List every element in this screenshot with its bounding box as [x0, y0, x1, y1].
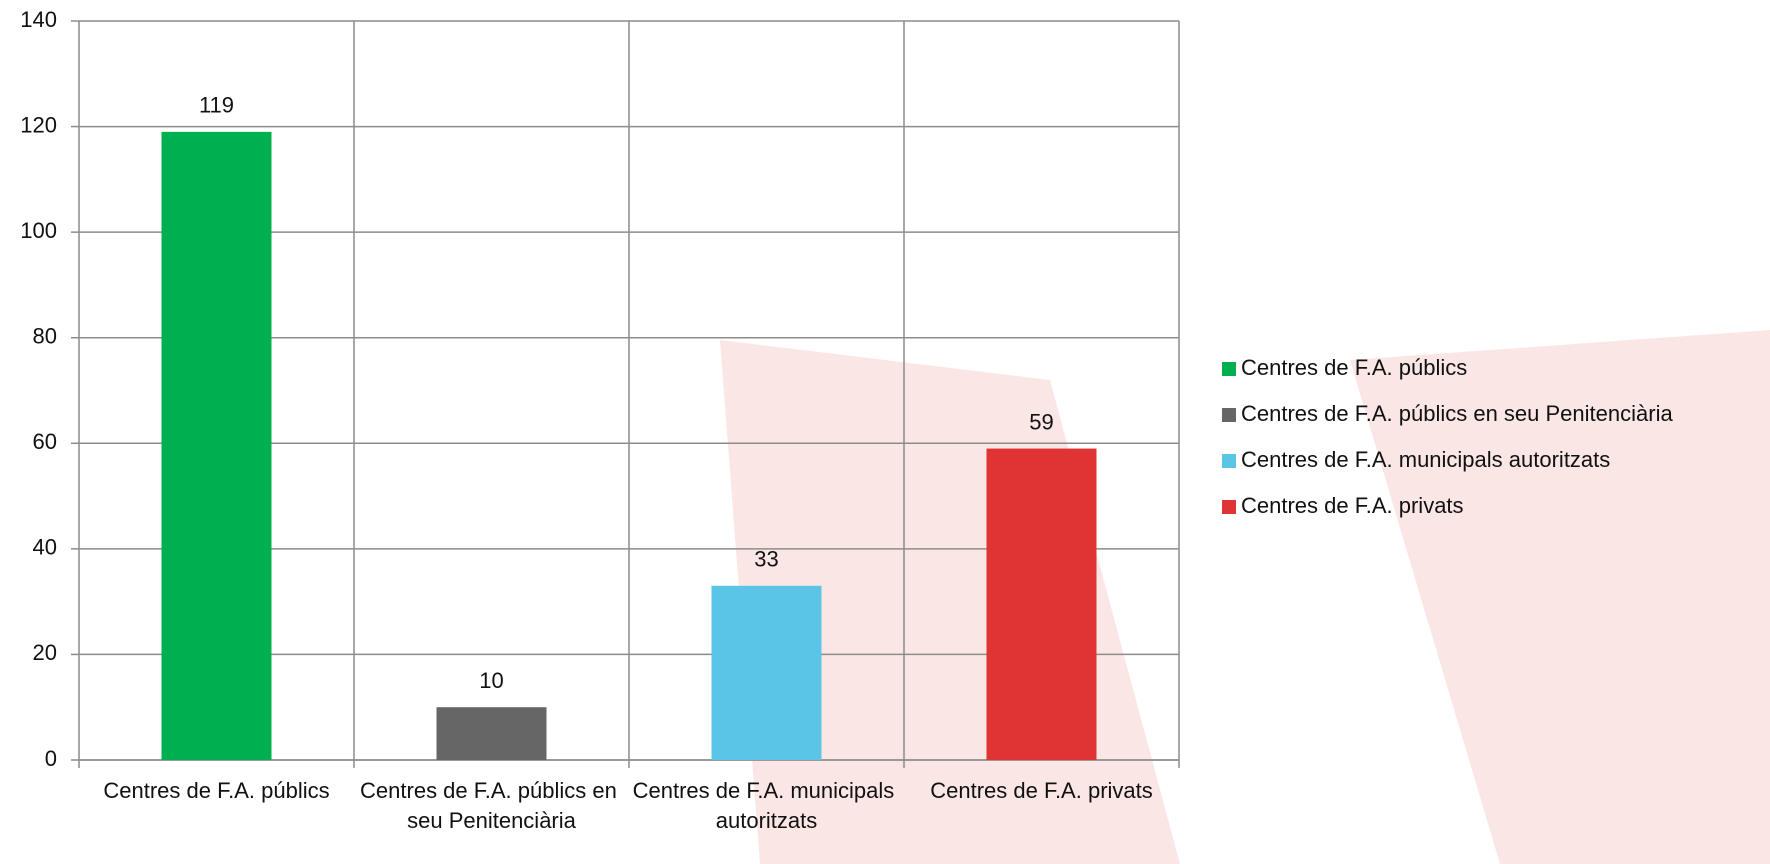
- x-tick-label: Centres de F.A. privats: [930, 778, 1153, 803]
- y-tick-label: 60: [33, 429, 57, 454]
- data-label: 10: [479, 668, 503, 693]
- y-tick-label: 80: [33, 324, 57, 349]
- bar: [436, 707, 547, 760]
- x-tick-label: Centres de F.A. municipals autoritzats: [633, 778, 901, 833]
- bar: [161, 131, 272, 761]
- x-tick-label: Centres de F.A. públics en seu Penitenci…: [360, 778, 623, 833]
- legend-swatch: [1222, 408, 1236, 422]
- legend-swatch: [1222, 454, 1236, 468]
- y-tick-label: 20: [33, 640, 57, 665]
- legend-label: Centres de F.A. públics: [1241, 355, 1467, 380]
- data-label: 119: [199, 93, 234, 118]
- y-tick-label: 40: [33, 535, 57, 560]
- legend-label: Centres de F.A. públics en seu Penitenci…: [1241, 401, 1673, 426]
- legend-label: Centres de F.A. municipals autoritzats: [1241, 447, 1610, 472]
- data-label: 33: [754, 547, 778, 572]
- bar: [986, 448, 1097, 760]
- legend-swatch: [1222, 362, 1236, 376]
- y-tick-label: 100: [20, 218, 57, 243]
- x-tick-label: Centres de F.A. públics: [103, 778, 329, 803]
- legend-label: Centres de F.A. privats: [1241, 493, 1464, 518]
- legend-swatch: [1222, 500, 1236, 514]
- data-label: 59: [1029, 409, 1053, 434]
- bar: [711, 585, 822, 760]
- y-tick-label: 140: [20, 7, 57, 32]
- y-tick-label: 0: [45, 746, 57, 771]
- y-tick-label: 120: [20, 112, 57, 137]
